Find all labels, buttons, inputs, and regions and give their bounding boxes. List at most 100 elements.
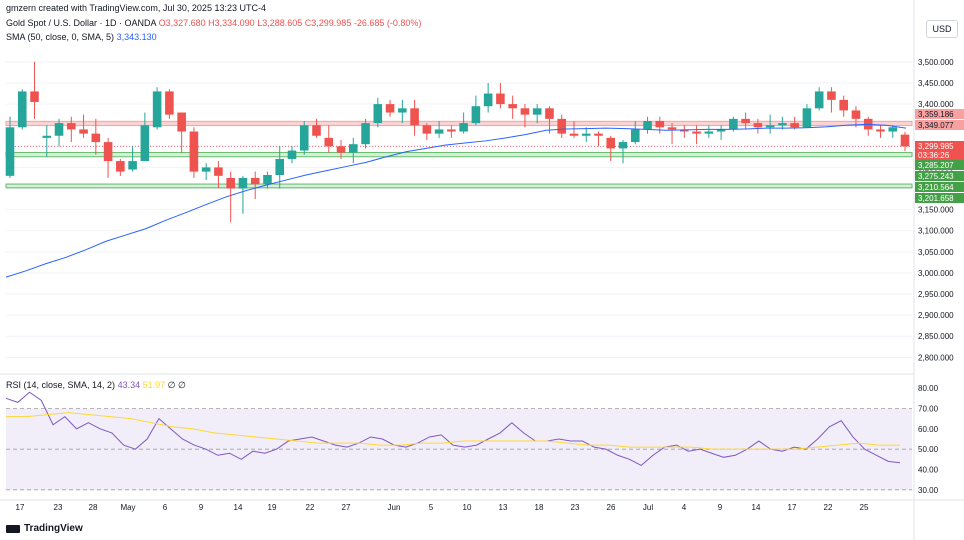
candle-body <box>79 129 88 134</box>
candle <box>680 125 689 138</box>
candle-body <box>165 91 174 115</box>
time-tick-label: 23 <box>54 503 63 512</box>
price-label-bg <box>915 150 964 160</box>
candle-body <box>459 123 468 132</box>
candle <box>54 118 64 147</box>
candle-body <box>422 125 432 134</box>
credit-line: gmzern created with TradingView.com, Jul… <box>6 3 266 13</box>
candle-body <box>496 93 505 105</box>
price-label-bg <box>915 171 964 181</box>
candle <box>373 97 383 128</box>
candle-body <box>42 135 52 138</box>
candle <box>741 112 750 130</box>
candle-body <box>876 129 885 132</box>
candle <box>802 104 812 128</box>
candle-body <box>447 129 456 132</box>
candle <box>790 116 799 130</box>
price-tick-label: 3,050.000 <box>918 248 954 257</box>
time-tick-label: Jul <box>643 503 653 512</box>
tradingview-logo-icon <box>6 524 20 533</box>
sma-series <box>5 123 907 278</box>
rsi-line <box>5 391 901 467</box>
candle-body <box>716 129 726 132</box>
candle <box>361 118 370 149</box>
price-tick-label: 3,450.000 <box>918 79 954 88</box>
candle <box>667 123 677 145</box>
candle <box>348 137 358 164</box>
legend-symbol[interactable]: Gold Spot / U.S. Dollar · 1D · OANDA O3,… <box>6 18 421 28</box>
currency-label[interactable]: USD <box>926 20 958 38</box>
candle-body <box>67 123 76 130</box>
candle-body <box>30 91 39 102</box>
candle-body <box>765 125 775 128</box>
candle <box>165 89 174 119</box>
candle-body <box>790 123 799 128</box>
candle-body <box>545 108 554 119</box>
candle-body <box>201 167 211 172</box>
candle <box>103 137 113 178</box>
time-axis: 17 23 28 May 6 9 14 19 22 27 Jun 5 10 13 18 23 26 Jul 4 9 14… <box>0 499 964 512</box>
time-tick-label: 9 <box>199 503 204 512</box>
candle-body <box>655 120 665 128</box>
candle-body <box>827 91 836 100</box>
candle <box>851 106 861 128</box>
candle <box>238 175 248 214</box>
candle-body <box>851 110 861 119</box>
ohlc-change: -26.685 (-0.80%) <box>353 18 422 28</box>
price-label: 3,299.985 <box>918 142 954 151</box>
candle <box>692 125 701 145</box>
price-label-bg <box>915 193 964 203</box>
price-tick-label: 3,100.000 <box>918 227 954 236</box>
time-tick-label: 13 <box>499 503 508 512</box>
candle <box>508 95 517 119</box>
candle <box>839 95 848 117</box>
time-tick-label: 5 <box>429 503 434 512</box>
candle <box>459 112 468 134</box>
price-tick-label: 3,000.000 <box>918 269 954 278</box>
candle <box>483 82 493 113</box>
candle-body <box>520 108 530 115</box>
price-label: 3,210.564 <box>918 183 954 192</box>
candle-body <box>680 129 689 132</box>
legend-rsi[interactable]: RSI (14, close, SMA, 14, 2) 43.34 51.97 … <box>6 380 186 391</box>
candle <box>422 123 432 140</box>
candle <box>520 104 530 128</box>
candle <box>30 61 39 119</box>
candle <box>263 171 272 189</box>
candle-body <box>434 129 444 134</box>
candle <box>447 125 456 138</box>
legend-sma[interactable]: SMA (50, close, 0, SMA, 5) 3,343.130 <box>6 32 157 42</box>
rsi-label: RSI (14, close, SMA, 14, 2) <box>6 380 116 390</box>
candle-body <box>594 133 603 136</box>
candle-body <box>839 99 848 111</box>
candle <box>214 161 223 189</box>
candle-body <box>704 131 714 134</box>
candle <box>79 114 88 138</box>
price-label-bg <box>915 182 964 192</box>
candle-body <box>17 91 27 128</box>
candle-body <box>177 112 186 132</box>
time-tick-label: 22 <box>306 503 315 512</box>
time-tick-label: 26 <box>607 503 616 512</box>
candle <box>152 87 162 130</box>
candle <box>91 118 101 155</box>
price-label-bg <box>915 160 964 170</box>
candle <box>606 135 616 162</box>
rsi-tick-label: 70.00 <box>918 405 939 414</box>
candle-body <box>581 133 591 136</box>
candle <box>594 131 603 147</box>
candle-body <box>802 108 812 128</box>
time-tick-label: 22 <box>824 503 833 512</box>
sma-line <box>5 123 907 278</box>
candle-body <box>263 175 272 185</box>
candle-body <box>116 161 125 172</box>
candle-body <box>299 125 309 151</box>
candle <box>876 125 885 138</box>
candle-body <box>373 104 383 124</box>
candle-body <box>814 91 824 109</box>
candle <box>618 139 628 164</box>
tradingview-brand[interactable]: TradingView <box>6 523 83 534</box>
candle-body <box>128 161 137 170</box>
candle-body <box>692 131 701 134</box>
candle <box>863 116 873 136</box>
